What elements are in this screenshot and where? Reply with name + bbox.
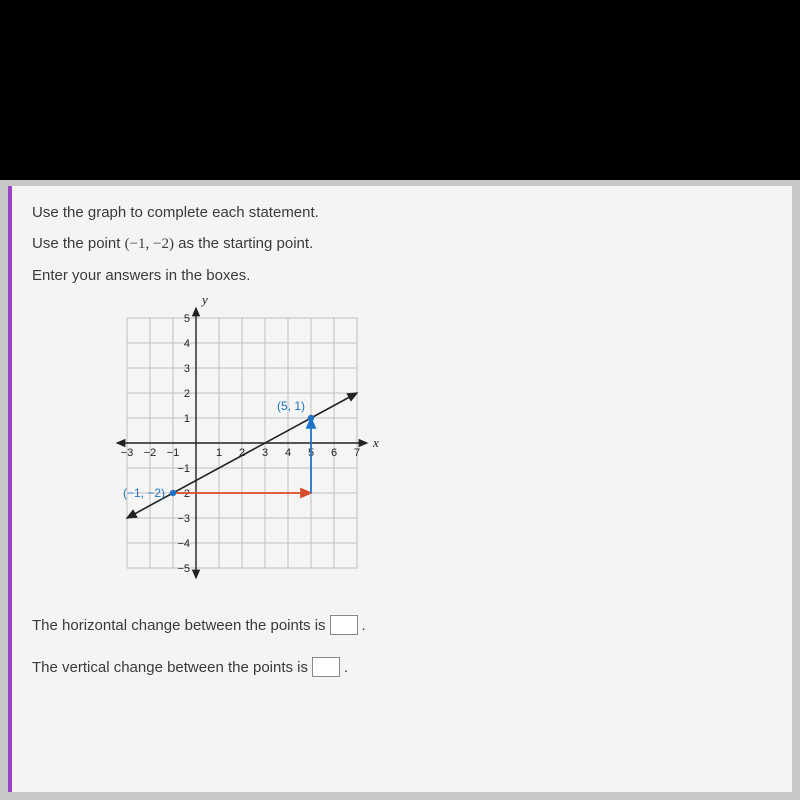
svg-text:−2: −2 bbox=[144, 447, 157, 459]
svg-text:5: 5 bbox=[184, 313, 190, 325]
svg-text:3: 3 bbox=[262, 447, 268, 459]
svg-text:−5: −5 bbox=[177, 563, 190, 575]
statement-vertical: The vertical change between the points i… bbox=[32, 657, 772, 677]
stmt1-post: . bbox=[362, 617, 366, 634]
answer-box-horizontal[interactable] bbox=[330, 615, 358, 635]
svg-text:−1: −1 bbox=[177, 463, 190, 475]
svg-text:2: 2 bbox=[184, 388, 190, 400]
svg-text:−4: −4 bbox=[177, 538, 190, 550]
instruction-line-1: Use the graph to complete each statement… bbox=[32, 204, 772, 221]
stmt2-pre: The vertical change between the points i… bbox=[32, 659, 308, 676]
starting-point-math: (−1, −2) bbox=[125, 236, 174, 252]
letterbox-top bbox=[0, 0, 800, 180]
svg-text:4: 4 bbox=[285, 447, 291, 459]
svg-text:4: 4 bbox=[184, 338, 190, 350]
svg-text:6: 6 bbox=[331, 447, 337, 459]
svg-text:3: 3 bbox=[184, 363, 190, 375]
svg-text:x: x bbox=[372, 435, 379, 450]
screen-surface: Use the graph to complete each statement… bbox=[0, 180, 800, 800]
answer-box-vertical[interactable] bbox=[312, 657, 340, 677]
stmt2-post: . bbox=[344, 659, 348, 676]
instruction-line-2: Use the point (−1, −2) as the starting p… bbox=[32, 235, 772, 253]
svg-text:1: 1 bbox=[184, 413, 190, 425]
svg-text:7: 7 bbox=[354, 447, 360, 459]
svg-text:−3: −3 bbox=[121, 447, 134, 459]
svg-text:1: 1 bbox=[216, 447, 222, 459]
instr2-pre: Use the point bbox=[32, 235, 125, 252]
svg-text:y: y bbox=[200, 298, 208, 307]
svg-text:−3: −3 bbox=[177, 513, 190, 525]
svg-text:(5, 1): (5, 1) bbox=[277, 399, 305, 413]
svg-text:(−1, −2): (−1, −2) bbox=[123, 486, 165, 500]
question-panel: Use the graph to complete each statement… bbox=[8, 186, 792, 792]
coordinate-graph: −3−2−11234567−5−4−3−2−112345xy(−1, −2)(5… bbox=[82, 298, 382, 588]
svg-text:−1: −1 bbox=[167, 447, 180, 459]
instr2-post: as the starting point. bbox=[174, 235, 313, 252]
stmt1-pre: The horizontal change between the points… bbox=[32, 617, 326, 634]
graph-container: −3−2−11234567−5−4−3−2−112345xy(−1, −2)(5… bbox=[82, 298, 772, 593]
instruction-line-3: Enter your answers in the boxes. bbox=[32, 267, 772, 284]
statement-horizontal: The horizontal change between the points… bbox=[32, 615, 772, 635]
